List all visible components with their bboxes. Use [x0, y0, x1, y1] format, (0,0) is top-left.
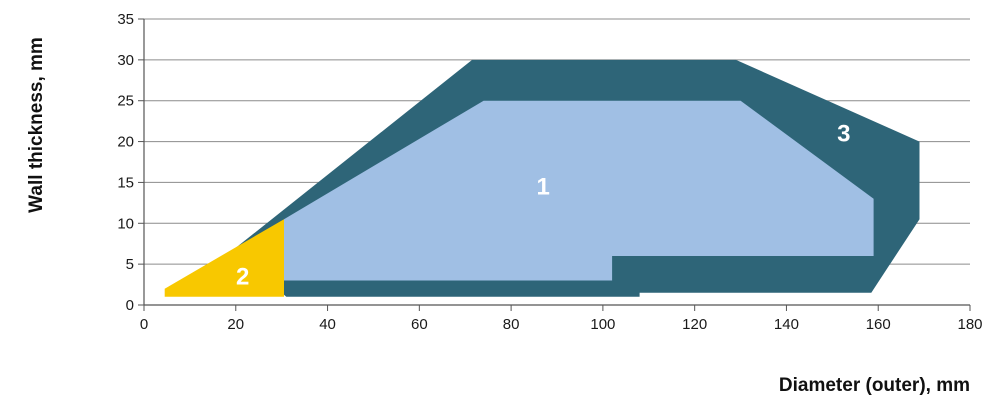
y-tick-labels: 0 5 10 15 20 25 30 35: [117, 11, 134, 314]
x-axis-title: Diameter (outer), mm: [779, 375, 970, 396]
x-tick-label-20: 20: [227, 316, 244, 333]
y-tick-label-0: 0: [126, 297, 134, 314]
x-tick-labels: 0 20 40 60 80 100 120 140 160 180: [140, 316, 983, 333]
y-axis-title: Wall thickness, mm: [26, 37, 47, 213]
x-tick-label-180: 180: [957, 316, 982, 333]
y-tick-label-35: 35: [117, 11, 134, 28]
region-1-area: [284, 100, 874, 281]
x-tick-label-0: 0: [140, 316, 148, 333]
region-2-area: [164, 219, 284, 297]
y-tick-label-25: 25: [117, 93, 134, 110]
y-tick-label-15: 15: [117, 174, 134, 191]
x-tick-label-100: 100: [590, 316, 615, 333]
region-1-label: 1: [537, 174, 550, 201]
x-tick-label-160: 160: [866, 316, 891, 333]
region-3-label: 3: [837, 120, 850, 147]
x-tick-label-140: 140: [774, 316, 799, 333]
region-labels: 3 1 2: [236, 120, 851, 290]
x-tick-label-120: 120: [682, 316, 707, 333]
axes: [138, 18, 971, 311]
y-tick-label-10: 10: [117, 215, 134, 232]
y-tick-label-20: 20: [117, 134, 134, 151]
regions: [164, 59, 920, 297]
y-tick-label-30: 30: [117, 52, 134, 69]
y-tick-label-5: 5: [126, 256, 134, 273]
x-tick-label-80: 80: [503, 316, 520, 333]
x-tick-label-40: 40: [319, 316, 336, 333]
x-tick-label-60: 60: [411, 316, 428, 333]
region-2-label: 2: [236, 263, 249, 290]
